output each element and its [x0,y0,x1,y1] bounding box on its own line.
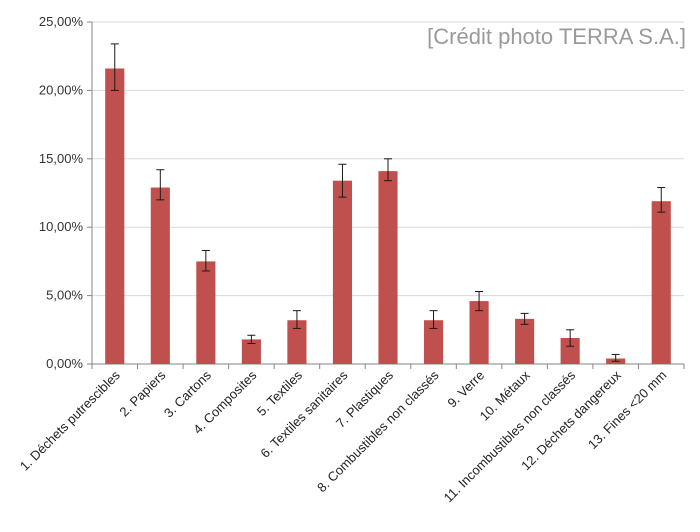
x-category-label: 9. Verre [444,368,487,411]
y-tick-label: 10,00% [39,219,84,234]
bar [423,320,444,364]
bar [241,339,261,364]
bar [378,171,398,364]
bars [105,68,671,365]
y-tick-label: 25,00% [39,14,84,29]
x-category-label: 1. Déchets putrescibles [17,367,124,474]
photo-credit: [Crédit photo TERRA S.A.] [427,24,686,49]
bar [287,320,307,364]
y-tick-label: 20,00% [39,82,84,97]
bar [651,201,671,364]
x-category-label: 2. Papiers [116,367,168,419]
x-category-label: 6. Textiles sanitaires [257,367,351,461]
y-tick-label: 5,00% [46,288,83,303]
bar [150,187,170,364]
bar [560,338,580,364]
bar [469,301,489,364]
y-tick-label: 0,00% [46,356,83,371]
bar [105,68,125,365]
error-bars [110,43,666,362]
x-category-label: 13. Fines <20 mm [585,368,669,452]
y-tick-label: 15,00% [39,151,84,166]
bar [332,180,353,364]
bar [515,318,535,364]
bar [196,261,216,364]
